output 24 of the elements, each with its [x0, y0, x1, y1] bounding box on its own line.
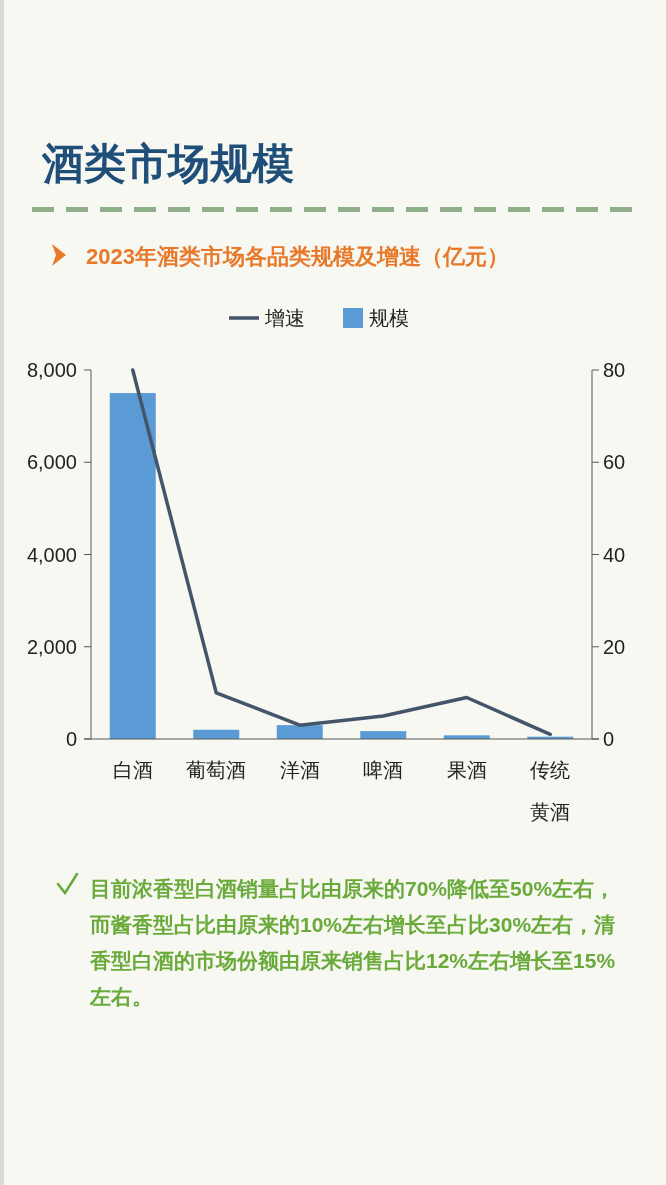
x-tick-label: 白酒	[112, 759, 153, 781]
bar	[276, 725, 323, 739]
y2-tick-label: 20	[603, 635, 626, 658]
chart-title: 酒类市场规模	[41, 140, 294, 187]
y2-tick-label: 0	[603, 728, 615, 750]
y2-tick-label: 40	[603, 543, 626, 566]
x-tick-label: 葡萄酒	[186, 759, 247, 781]
x-tick-label: 果酒	[446, 759, 487, 781]
x-tick-label: 啤酒	[363, 759, 404, 781]
bar	[109, 393, 156, 739]
x-tick-label: 洋酒	[279, 759, 320, 781]
line-series	[131, 368, 552, 737]
text: 目前浓香型白酒销量占比由原来的70%降低至50%左右，而酱香型占比由原来的10%左右增长至占比30%左右，清香型白酒的市场份额由原来销售占比12%左右增长至15%左右。	[89, 877, 616, 1008]
y-tick-label: 8,000	[26, 359, 77, 381]
y-tick-label: 6,000	[26, 451, 77, 474]
y-tick-label: 4,000	[26, 543, 77, 566]
legend-label: 规模	[369, 307, 409, 329]
y2-tick-label: 80	[603, 359, 626, 381]
y-tick-label: 0	[65, 728, 77, 750]
legend-label: 增速	[264, 307, 305, 329]
y-tick-label: 2,000	[26, 635, 77, 658]
x-tick-label: 传统黄酒	[530, 759, 571, 823]
y2-tick-label: 60	[603, 451, 626, 474]
chart-subtitle: 2023年酒类市场各品类规模及增速（亿元）	[86, 244, 509, 269]
